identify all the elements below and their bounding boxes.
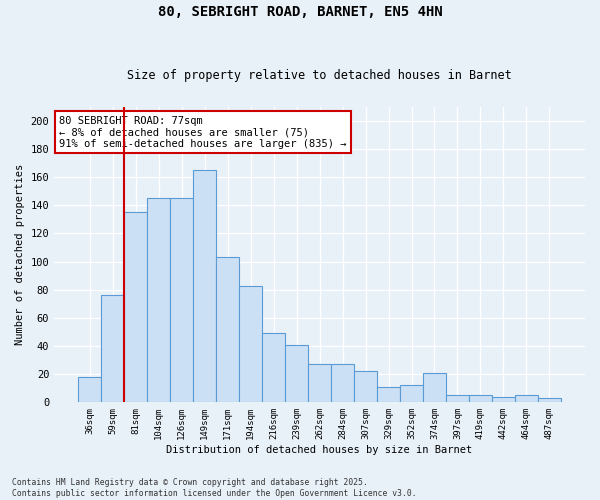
Bar xyxy=(124,212,147,402)
Bar xyxy=(193,170,216,402)
Bar xyxy=(331,364,354,403)
Bar xyxy=(101,296,124,403)
Bar xyxy=(469,396,492,402)
Text: 80, SEBRIGHT ROAD, BARNET, EN5 4HN: 80, SEBRIGHT ROAD, BARNET, EN5 4HN xyxy=(158,5,442,19)
Bar xyxy=(377,387,400,402)
Text: 80 SEBRIGHT ROAD: 77sqm
← 8% of detached houses are smaller (75)
91% of semi-det: 80 SEBRIGHT ROAD: 77sqm ← 8% of detached… xyxy=(59,116,347,149)
Bar xyxy=(239,286,262,403)
Bar xyxy=(515,396,538,402)
Bar xyxy=(78,377,101,402)
Bar xyxy=(170,198,193,402)
Bar xyxy=(216,258,239,402)
Bar xyxy=(446,396,469,402)
Title: Size of property relative to detached houses in Barnet: Size of property relative to detached ho… xyxy=(127,69,512,82)
Bar xyxy=(400,386,423,402)
Bar xyxy=(285,344,308,403)
Bar xyxy=(423,373,446,402)
Bar xyxy=(262,334,285,402)
Bar xyxy=(308,364,331,403)
Bar xyxy=(492,396,515,402)
X-axis label: Distribution of detached houses by size in Barnet: Distribution of detached houses by size … xyxy=(166,445,473,455)
Bar xyxy=(354,372,377,402)
Bar xyxy=(538,398,561,402)
Text: Contains HM Land Registry data © Crown copyright and database right 2025.
Contai: Contains HM Land Registry data © Crown c… xyxy=(12,478,416,498)
Y-axis label: Number of detached properties: Number of detached properties xyxy=(15,164,25,345)
Bar xyxy=(147,198,170,402)
